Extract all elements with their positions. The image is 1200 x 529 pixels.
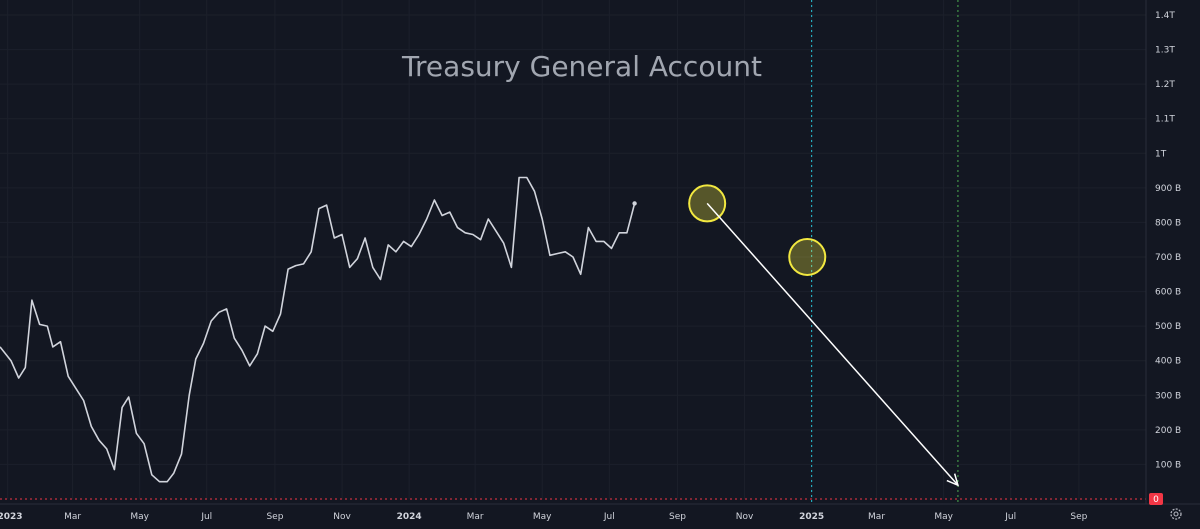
- zero-badge-label: 0: [1153, 495, 1159, 505]
- gear-icon-ring: [1170, 508, 1182, 520]
- x-tick-label: Jul: [603, 512, 615, 522]
- x-tick-label: 2024: [397, 512, 422, 522]
- series-last-point: [632, 201, 637, 206]
- x-tick-label: Jul: [1004, 512, 1016, 522]
- x-tick-label: Mar: [64, 512, 81, 522]
- x-tick-label: Mar: [868, 512, 885, 522]
- y-tick-label: 1.3T: [1155, 46, 1175, 56]
- y-tick-label: 1.1T: [1155, 115, 1175, 125]
- y-axis[interactable]: 100 B 200 B 300 B 400 B 500 B 600 B 700 B 800 B…: [1155, 11, 1181, 470]
- x-tick-label: 2023: [0, 512, 23, 522]
- series-line-0: [0, 176, 636, 483]
- y-tick-label: 600 B: [1155, 288, 1181, 298]
- y-tick-label: 700 B: [1155, 253, 1181, 263]
- zero-badge: 0: [1149, 493, 1163, 505]
- x-tick-label: Nov: [333, 512, 351, 522]
- x-tick-label: Sep: [266, 512, 283, 522]
- grid: [0, 0, 1146, 499]
- y-tick-label: 1T: [1155, 149, 1167, 159]
- y-tick-label: 800 B: [1155, 218, 1181, 228]
- vertical-markers: [0, 0, 1146, 504]
- x-tick-label: Sep: [669, 512, 686, 522]
- x-tick-label: May: [130, 512, 149, 522]
- y-tick-label: 1.4T: [1155, 11, 1175, 21]
- x-tick-label: Jul: [200, 512, 212, 522]
- annotations-layer: [688, 184, 960, 487]
- x-tick-label: Mar: [467, 512, 484, 522]
- x-tick-label: Nov: [736, 512, 754, 522]
- series-layer: [0, 176, 637, 483]
- x-tick-label: Sep: [1070, 512, 1087, 522]
- x-tick-label: May: [533, 512, 552, 522]
- x-tick-label: 2025: [799, 512, 824, 522]
- y-tick-label: 300 B: [1155, 391, 1181, 401]
- zero-badge-bg: [1149, 493, 1163, 505]
- x-tick-label: May: [934, 512, 953, 522]
- highlight-circle-1[interactable]: [788, 238, 827, 276]
- y-tick-label: 900 B: [1155, 184, 1181, 194]
- chart-title: Treasury General Account: [401, 50, 762, 83]
- y-tick-label: 1.2T: [1155, 80, 1175, 90]
- trend-arrow-line[interactable]: [706, 202, 959, 486]
- y-tick-label: 500 B: [1155, 322, 1181, 332]
- gear-icon-hub: [1173, 511, 1179, 517]
- y-tick-label: 200 B: [1155, 426, 1181, 436]
- y-tick-label: 100 B: [1155, 460, 1181, 470]
- x-axis[interactable]: 2023 Mar May Jul Sep Nov 2024 Mar May Jul Sep Nov 20…: [0, 512, 1088, 522]
- trend-arrow-head: [946, 473, 960, 487]
- gear-icon[interactable]: [1170, 508, 1182, 520]
- y-tick-label: 400 B: [1155, 357, 1181, 367]
